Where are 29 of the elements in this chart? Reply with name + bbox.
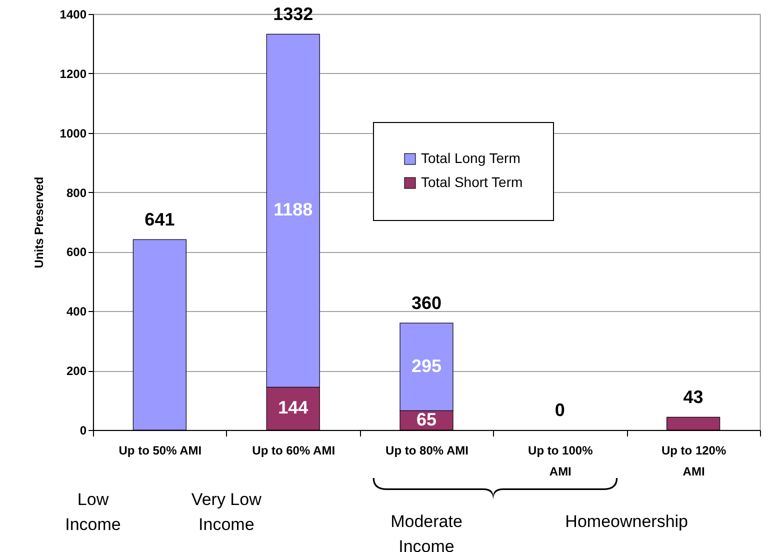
y-tick-label: 1000 — [60, 126, 87, 140]
data-label: 1188 — [274, 200, 313, 220]
total-label: 0 — [554, 400, 565, 420]
x-tick-label: Up to 60% AMI — [252, 444, 336, 458]
text: Moderate Income — [390, 512, 462, 552]
total-label: 360 — [411, 293, 442, 314]
y-tick-label: 0 — [80, 424, 87, 438]
legend-label: Total Long Term — [421, 150, 520, 166]
text: Homeownership — [565, 512, 688, 531]
x-tick-label: Up to 80% AMI — [386, 444, 468, 458]
y-tick-label: 1400 — [60, 8, 87, 22]
text: Low Income — [65, 490, 121, 534]
x-tick-label: Up to 100% AMI — [528, 444, 594, 478]
data-label: 295 — [411, 356, 442, 376]
y-axis-title: Units Preserved — [32, 176, 46, 268]
y-tick-label: 600 — [66, 245, 87, 260]
text: Very Low Income — [191, 490, 262, 534]
y-tick-label: 1200 — [60, 66, 87, 81]
legend-label: Total Short Term — [421, 174, 523, 190]
data-label: 144 — [278, 398, 308, 418]
y-tick-label: 800 — [66, 186, 87, 200]
total-label: 641 — [144, 210, 175, 230]
y-tick-label: 200 — [66, 364, 87, 378]
data-label: 65 — [416, 409, 437, 430]
total-label: 1332 — [273, 4, 314, 24]
x-tick-label: Up to 50% AMI — [118, 444, 202, 458]
x-tick-label: Up to 120% AMI — [661, 444, 726, 478]
y-tick-label: 400 — [66, 304, 87, 319]
total-label: 43 — [683, 387, 704, 408]
